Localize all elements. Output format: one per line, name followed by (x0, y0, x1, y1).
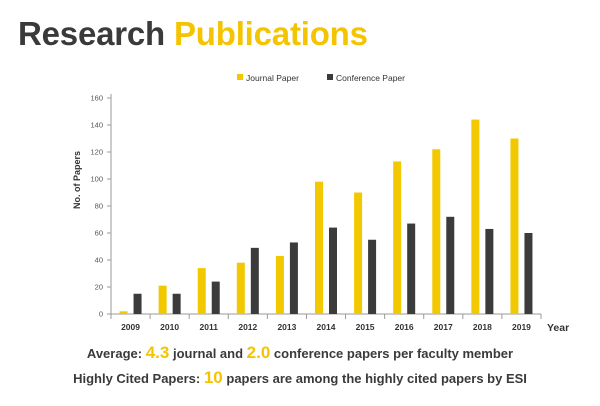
x-tick-label: 2014 (317, 322, 336, 332)
bar-conference-2017 (446, 216, 455, 314)
legend-label-journal: Journal Paper (246, 73, 299, 83)
page-title-part2: Publications (173, 15, 368, 52)
y-tick-label: 140 (90, 121, 103, 130)
bar-journal-2009 (119, 311, 128, 314)
bar-journal-2014 (315, 181, 323, 314)
bar-journal-2018 (471, 119, 480, 314)
x-tick-label: 2018 (473, 322, 492, 332)
x-tick-label: 2013 (277, 322, 296, 332)
bar-journal-2017 (432, 149, 441, 314)
x-tick-label: 2019 (512, 322, 531, 332)
bar-journal-2013 (275, 255, 284, 314)
legend-swatch-conference (327, 74, 333, 80)
x-tick-label: 2012 (238, 322, 257, 332)
legend-label-conference: Conference Paper (336, 73, 405, 83)
highly-cited-label: Highly Cited Papers: (73, 371, 201, 386)
average-summary: Average: 4.3 journal and 2.0 conference … (0, 343, 600, 363)
highly-cited-value: 10 (203, 368, 223, 387)
bar-journal-2011 (197, 268, 206, 314)
y-tick-label: 20 (95, 283, 103, 292)
average-journal-value: 4.3 (145, 343, 170, 362)
average-conference-value: 2.0 (246, 343, 271, 362)
bar-conference-2011 (211, 281, 220, 314)
bar-conference-2015 (368, 239, 377, 314)
highly-cited-suffix-text: papers are among the highly cited papers… (226, 371, 527, 386)
bar-journal-2010 (158, 285, 167, 314)
y-tick-label: 100 (90, 175, 103, 184)
legend-swatch-journal (237, 74, 243, 80)
y-tick-label: 60 (95, 229, 103, 238)
bar-conference-2012 (250, 247, 259, 314)
y-tick-label: 80 (95, 202, 103, 211)
average-label: Average: (86, 346, 143, 361)
bar-journal-2015 (354, 192, 363, 314)
bar-journal-2012 (236, 262, 245, 314)
average-suffix-text: conference papers per faculty member (273, 346, 514, 361)
y-tick-label: 120 (90, 148, 103, 157)
x-tick-label: 2016 (395, 322, 414, 332)
x-tick-label: 2015 (356, 322, 375, 332)
average-middle-text: journal and (172, 346, 244, 361)
y-axis-label: No. of Papers (72, 151, 82, 209)
y-tick-label: 40 (95, 256, 103, 265)
bar-conference-2016 (407, 223, 416, 314)
bar-conference-2009 (133, 293, 142, 314)
bar-journal-2016 (393, 161, 402, 314)
bar-journal-2019 (510, 138, 519, 314)
x-tick-label: 2009 (121, 322, 140, 332)
page-title-part1: Research (18, 15, 165, 52)
x-tick-label: 2017 (434, 322, 453, 332)
y-tick-label: 0 (99, 310, 103, 319)
x-tick-label: 2011 (200, 322, 219, 332)
bar-conference-2013 (289, 242, 298, 314)
bar-conference-2018 (485, 228, 494, 314)
bar-conference-2010 (172, 293, 181, 314)
bar-conference-2019 (524, 233, 533, 314)
x-tick-label: 2010 (160, 322, 179, 332)
y-tick-label: 160 (90, 94, 103, 103)
page-title: Research Publications (18, 8, 368, 60)
x-axis-label: Year (547, 322, 569, 334)
highly-cited-summary: Highly Cited Papers: 10 papers are among… (0, 368, 600, 388)
bar-conference-2014 (329, 227, 337, 314)
